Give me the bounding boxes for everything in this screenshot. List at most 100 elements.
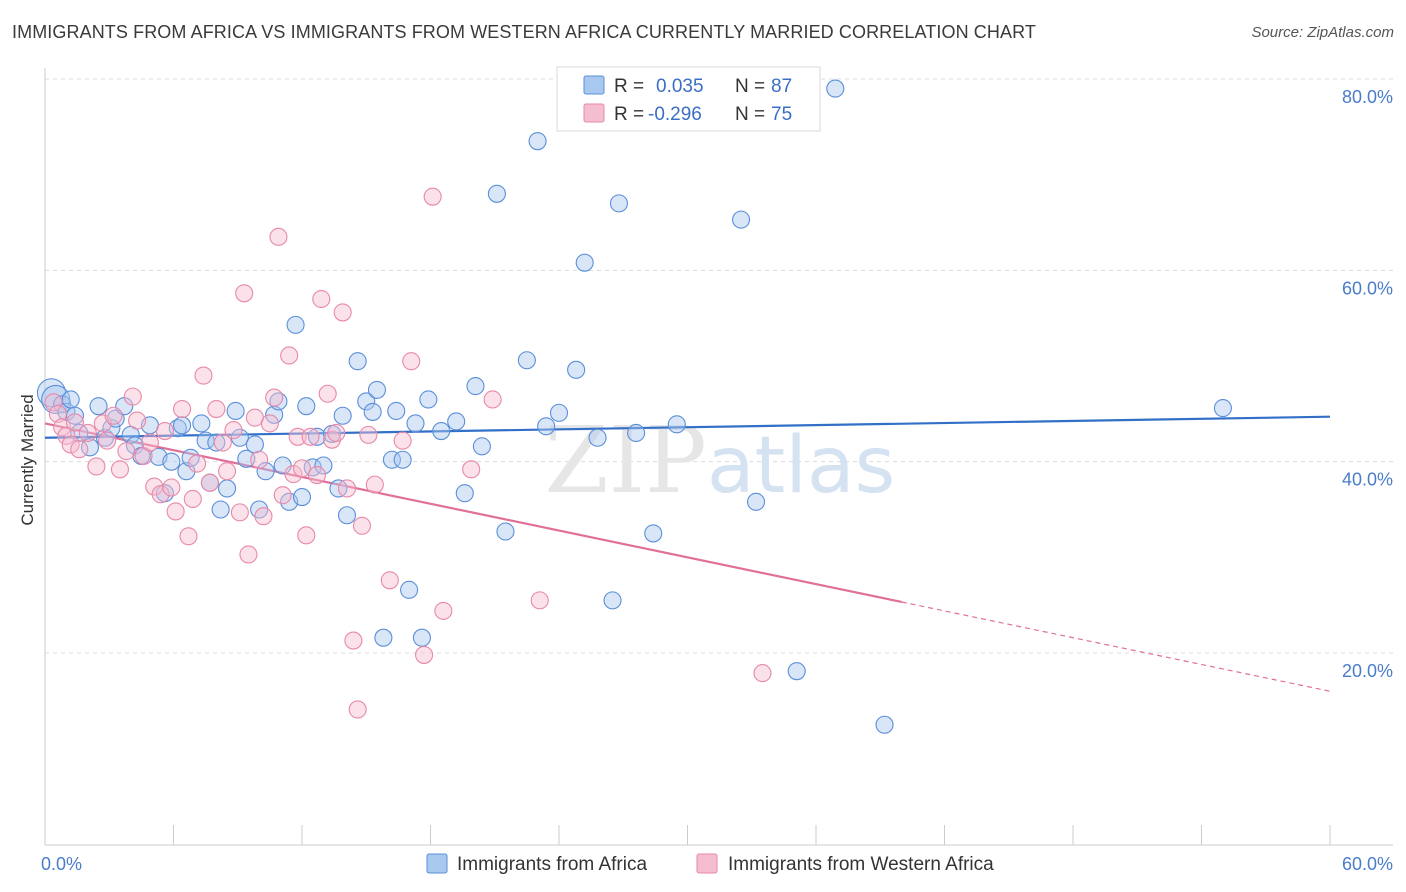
point-western-africa-61 (380, 571, 399, 590)
point-africa-4 (61, 390, 80, 409)
point-western-africa-19 (151, 485, 170, 504)
point-western-africa-64 (415, 645, 434, 664)
point-africa-58 (400, 580, 419, 599)
bottom-legend: Immigrants from Africa Immigrants from W… (426, 853, 994, 875)
point-western-africa-55 (337, 479, 357, 498)
legend: R = 0.035 N = 87 R = -0.296 N = 75 (556, 66, 821, 132)
points-layer (36, 79, 1232, 734)
point-western-africa-17 (140, 433, 159, 452)
point-western-africa-56 (344, 631, 363, 650)
point-western-africa-42 (273, 486, 292, 505)
point-africa-70 (528, 132, 547, 151)
point-western-africa-31 (217, 462, 237, 481)
point-western-africa-40 (265, 388, 284, 407)
point-africa-27 (207, 433, 226, 452)
point-western-africa-46 (292, 459, 312, 478)
point-western-africa-14 (123, 387, 142, 406)
point-western-africa-13 (117, 442, 136, 461)
point-western-africa-21 (162, 478, 181, 497)
point-western-africa-69 (530, 591, 549, 610)
point-western-africa-4 (61, 435, 80, 454)
bottom-legend-swatch-africa (426, 853, 448, 874)
legend-r-label-western-africa: R = (614, 104, 644, 125)
y-tick-label-0: 20.0% (1342, 661, 1393, 681)
legend-swatch-africa (583, 75, 605, 95)
point-africa-69 (517, 351, 536, 370)
point-africa-64 (455, 484, 474, 503)
point-africa-81 (731, 210, 751, 229)
point-africa-60 (412, 628, 431, 647)
bottom-legend-swatch-western-africa (696, 853, 718, 874)
point-africa-52 (363, 402, 382, 421)
point-africa-54 (374, 628, 393, 647)
axis-layer (44, 68, 1393, 846)
point-africa-48 (333, 406, 352, 425)
point-western-africa-45 (288, 427, 307, 446)
point-western-africa-3 (57, 426, 76, 445)
watermark-zip-part: ZIP (545, 407, 707, 514)
point-africa-29 (217, 479, 237, 498)
point-africa-51 (357, 392, 376, 411)
point-western-africa-39 (260, 414, 279, 433)
point-western-africa-67 (462, 460, 481, 479)
legend-n-value-western-africa: 75 (771, 104, 792, 125)
point-western-africa-27 (194, 366, 213, 385)
point-africa-35 (256, 462, 275, 481)
point-western-africa-29 (207, 399, 226, 419)
point-western-africa-12 (110, 460, 130, 479)
point-africa-28 (211, 500, 230, 519)
point-africa-42 (297, 397, 316, 416)
legend-n-value-africa: 87 (771, 76, 792, 97)
point-africa-19 (162, 452, 181, 471)
point-africa-40 (286, 315, 305, 334)
point-africa-45 (314, 456, 333, 475)
point-western-africa-65 (423, 187, 442, 206)
point-africa-80 (667, 415, 686, 434)
legend-r-value-africa: 0.035 (656, 76, 704, 97)
point-africa-22 (177, 462, 196, 481)
point-africa-8 (89, 397, 108, 416)
legend-r-value-western-africa: -0.296 (648, 104, 702, 125)
point-western-africa-35 (239, 545, 258, 564)
point-western-africa-32 (224, 421, 243, 440)
point-western-africa-5 (65, 413, 85, 432)
point-africa-72 (549, 403, 569, 422)
point-africa-41 (292, 488, 312, 507)
trend-layer (44, 415, 1331, 692)
point-western-africa-43 (280, 346, 299, 365)
point-africa-55 (382, 450, 402, 469)
point-africa-71 (537, 417, 556, 436)
point-africa-66 (472, 437, 491, 456)
point-western-africa-25 (183, 489, 202, 509)
point-africa-32 (237, 449, 256, 468)
point-western-africa-53 (327, 423, 346, 443)
point-africa-82 (746, 492, 766, 511)
bottom-legend-label-western-africa: Immigrants from Western Africa (728, 854, 994, 875)
point-africa-33 (245, 435, 264, 454)
watermark-layer: ZIPatlas (545, 407, 896, 514)
point-africa-49 (337, 506, 357, 525)
x-tick-label-1: 60.0% (1342, 854, 1393, 874)
point-africa-79 (644, 524, 663, 543)
point-africa-68 (496, 522, 515, 541)
legend-n-label-africa: N = (735, 76, 765, 97)
point-africa-67 (487, 184, 506, 203)
point-africa-53 (367, 380, 387, 399)
point-western-africa-47 (297, 526, 316, 545)
point-western-africa-63 (402, 352, 421, 371)
point-western-africa-7 (78, 423, 97, 443)
point-africa-56 (387, 401, 406, 421)
point-africa-61 (419, 390, 438, 409)
point-africa-31 (230, 428, 249, 447)
point-africa-59 (406, 414, 425, 433)
point-western-africa-20 (155, 422, 174, 441)
grid-layer (45, 78, 1393, 654)
point-western-africa-58 (352, 516, 372, 535)
point-western-africa-28 (200, 473, 219, 492)
point-western-africa-41 (269, 227, 288, 246)
watermark-zip: ZIPatlas (545, 407, 896, 514)
point-africa-83 (787, 662, 806, 681)
legend-n-label-western-africa: N = (735, 104, 765, 125)
point-africa-44 (307, 427, 327, 446)
